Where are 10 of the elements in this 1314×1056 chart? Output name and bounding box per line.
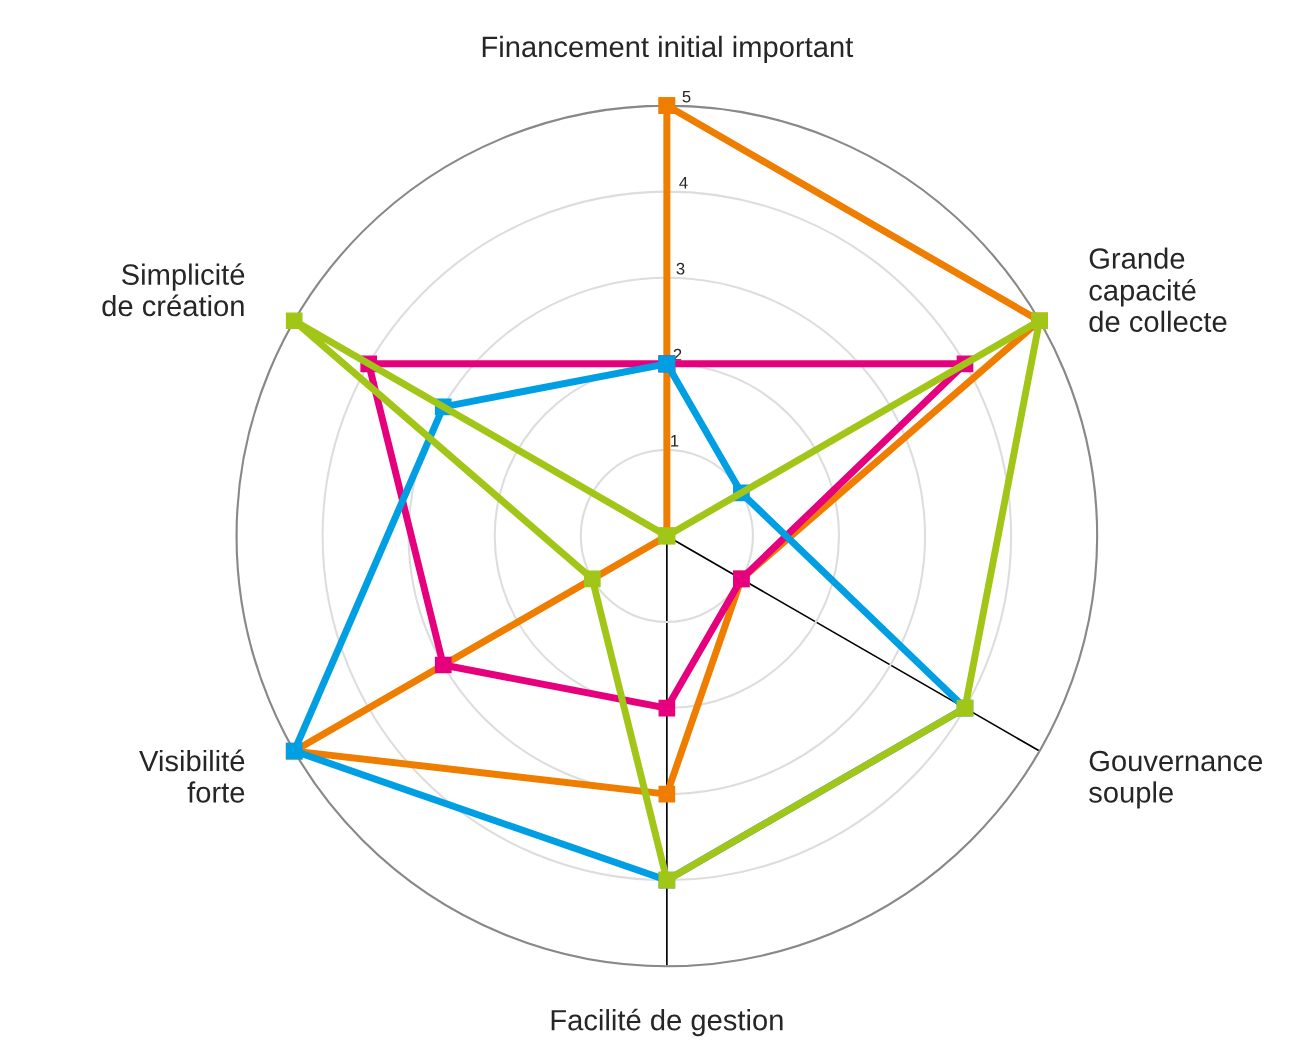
y-tick-label: 1: [671, 434, 679, 447]
spoke-label: Financement initial important: [482, 35, 854, 63]
y-tick-label: 5: [682, 90, 691, 103]
spoke-label: Visibilité forte: [139, 749, 245, 803]
y-tick-label: 4: [679, 176, 688, 189]
y-tick-label: 3: [676, 262, 685, 275]
spoke-label: Grande capacité de collecte: [1089, 247, 1227, 333]
spoke-label: Facilité de gestion: [551, 1008, 783, 1037]
spoke-label: Gouvernance souple: [1089, 750, 1263, 809]
spoke-label: Simplicité de création: [102, 263, 245, 317]
